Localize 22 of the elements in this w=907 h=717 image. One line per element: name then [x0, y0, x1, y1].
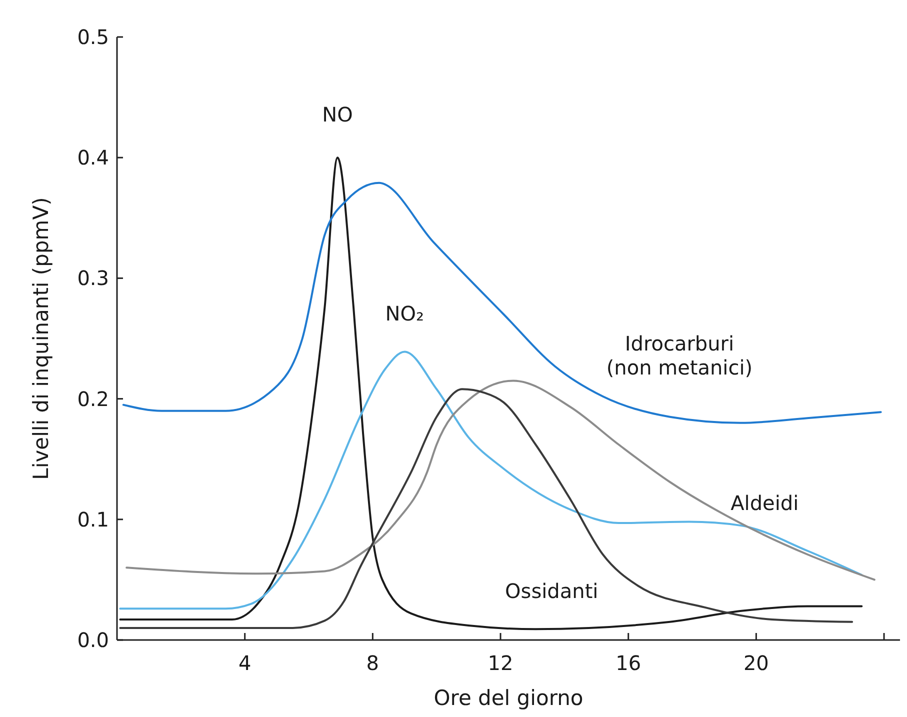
y-tick-label: 0.2 — [77, 386, 109, 411]
series-label: NO — [322, 102, 353, 126]
series-label: NO₂ — [385, 301, 424, 326]
line-series — [119, 350, 863, 610]
series-label: Aldeidi — [730, 490, 799, 515]
line-series — [119, 388, 854, 629]
series-label: Idrocarburi (non metanici) — [606, 332, 753, 380]
line-series — [122, 182, 882, 424]
y-tick-label: 0.0 — [77, 628, 109, 652]
x-tick-label: 16 — [616, 651, 642, 675]
series-label: Ossidanti — [505, 578, 598, 603]
x-tick-label: 4 — [238, 651, 252, 675]
y-axis-title: Livelli di inquinanti (ppmV) — [29, 197, 53, 480]
y-tick-label: 0.4 — [77, 146, 109, 170]
x-tick-label: 20 — [743, 651, 769, 675]
y-tick-label: 0.1 — [77, 507, 109, 532]
line-series — [126, 380, 876, 581]
y-tick-label: 0.5 — [77, 25, 109, 49]
x-tick-label: 12 — [488, 651, 514, 675]
x-axis-title: Ore del giorno — [434, 686, 584, 710]
y-tick-label: 0.3 — [77, 266, 109, 290]
x-tick-label: 8 — [366, 651, 380, 675]
